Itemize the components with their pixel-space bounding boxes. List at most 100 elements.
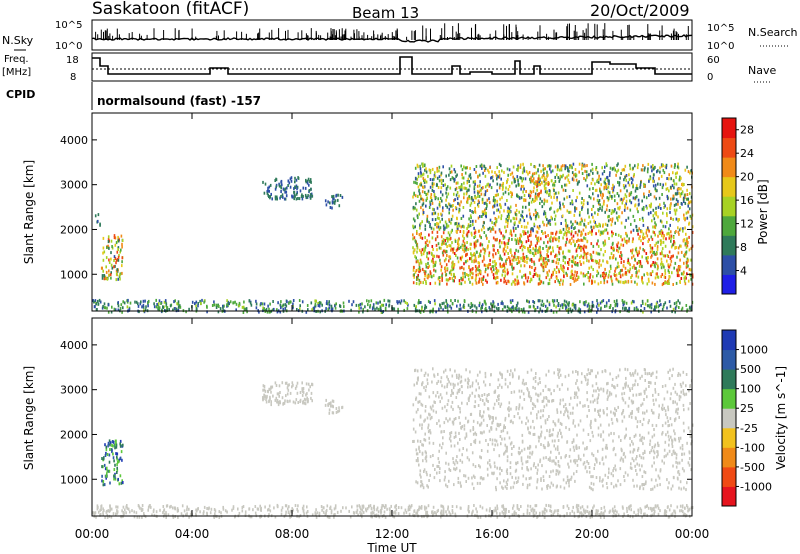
velocity-cell	[596, 512, 598, 516]
power-cell	[620, 253, 623, 257]
power-cell	[403, 308, 405, 312]
power-cell	[624, 175, 626, 179]
power-cell	[553, 192, 556, 196]
power-cell	[393, 307, 396, 311]
power-cell	[533, 260, 535, 264]
power-cell	[539, 177, 541, 181]
power-cell	[417, 268, 420, 271]
power-cell	[429, 169, 432, 172]
power-cell	[482, 278, 484, 281]
power-cell	[666, 220, 668, 224]
power-cell	[617, 233, 620, 237]
power-cell	[530, 277, 532, 281]
power-cell	[657, 305, 660, 309]
power-cell	[691, 231, 694, 234]
power-cell	[664, 281, 666, 285]
power-cell	[430, 193, 433, 196]
power-cell	[513, 180, 516, 184]
power-cell	[438, 276, 440, 280]
power-cell	[651, 165, 654, 169]
power-cell	[654, 211, 656, 215]
power-cell	[623, 260, 625, 264]
power-cell	[466, 252, 468, 256]
power-cell	[480, 236, 482, 240]
power-cell	[584, 178, 587, 182]
velocity-cell	[281, 381, 284, 385]
power-cell	[621, 211, 623, 215]
power-cell	[655, 223, 657, 227]
power-cell	[620, 257, 623, 261]
velocity-cell	[226, 510, 228, 514]
power-cell	[447, 237, 450, 241]
power-cell	[642, 281, 644, 285]
power-cell	[460, 164, 462, 168]
power-cell	[319, 310, 321, 314]
power-cell	[593, 219, 595, 223]
velocity-cell	[617, 513, 620, 517]
power-cell	[523, 166, 525, 170]
velocity-cell	[418, 508, 420, 511]
power-cell	[137, 302, 139, 306]
power-cell	[612, 254, 615, 258]
velocity-cell	[310, 391, 313, 395]
velocity-cell	[241, 506, 244, 509]
power-cell	[639, 235, 641, 239]
power-cell	[659, 182, 662, 186]
velocity-cell	[626, 506, 628, 510]
power-cell	[599, 177, 602, 181]
velocity-cell	[222, 505, 224, 509]
power-cell	[431, 182, 434, 186]
colorbar-segment	[722, 118, 736, 139]
power-cell	[620, 172, 622, 175]
power-cell	[503, 252, 506, 256]
power-cell	[282, 187, 285, 191]
power-cell	[484, 193, 487, 197]
velocity-cell	[287, 400, 289, 404]
power-cell	[573, 227, 575, 230]
power-cell	[648, 179, 650, 183]
velocity-cell	[224, 509, 227, 513]
power-cell	[276, 195, 278, 199]
power-cell	[452, 208, 454, 212]
power-cell	[568, 227, 570, 230]
power-cell	[554, 214, 557, 218]
power-cell	[656, 247, 659, 251]
power-cell	[269, 183, 272, 187]
power-cell	[479, 243, 482, 247]
power-cell	[424, 248, 426, 252]
power-cell	[494, 198, 496, 202]
power-cell	[492, 244, 494, 248]
power-cell	[589, 196, 592, 200]
power-cell	[444, 266, 447, 270]
velocity-cell	[370, 511, 372, 515]
power-cell	[618, 272, 620, 275]
power-cell	[591, 167, 594, 171]
velocity-cell	[170, 504, 172, 508]
velocity-cell	[437, 508, 439, 512]
power-cell	[559, 231, 562, 234]
power-cell	[570, 232, 573, 236]
power-cell	[473, 200, 476, 204]
power-cell	[426, 251, 428, 255]
velocity-cell	[289, 509, 292, 513]
power-cell	[594, 259, 597, 263]
power-cell	[618, 215, 621, 219]
power-cell	[530, 176, 532, 180]
power-cell	[577, 276, 580, 279]
power-cell	[288, 301, 290, 305]
velocity-cell	[237, 507, 239, 511]
power-cell	[611, 242, 614, 246]
power-cell	[438, 203, 441, 207]
power-cell	[653, 231, 656, 235]
power-cell	[641, 229, 643, 233]
power-cell	[649, 192, 652, 196]
power-cell	[548, 237, 551, 241]
power-cell	[562, 236, 564, 240]
power-cell	[534, 192, 537, 196]
power-cell	[113, 265, 115, 269]
power-cell	[671, 184, 674, 188]
velocity-cell	[299, 391, 302, 394]
power-cell	[538, 192, 540, 196]
power-cell	[540, 263, 542, 267]
